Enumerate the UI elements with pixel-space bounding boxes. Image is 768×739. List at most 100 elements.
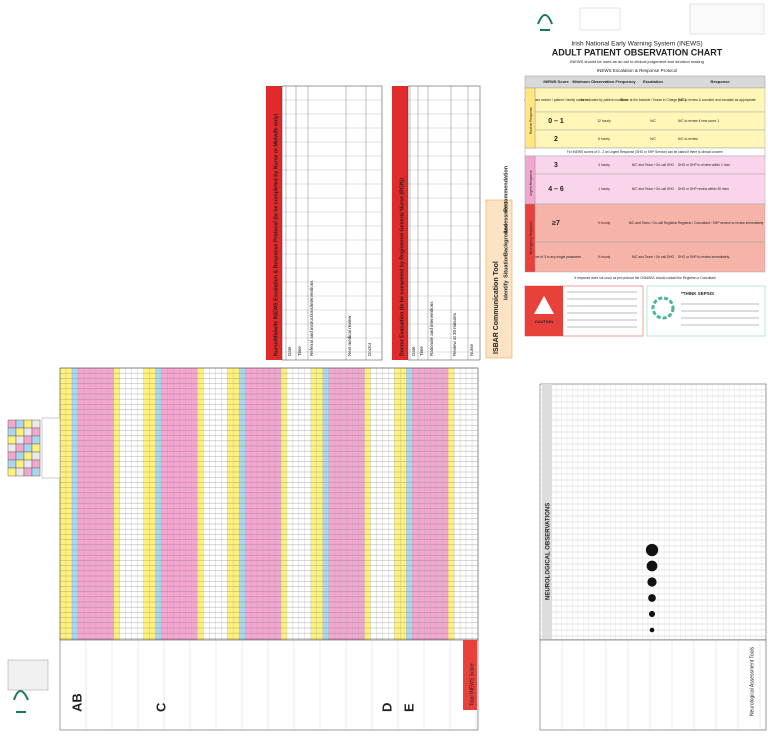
grid-stripe	[460, 368, 467, 640]
protocol-cell: N/C	[650, 137, 656, 141]
review-header	[392, 86, 408, 360]
protocol-cell: 4 – 6	[548, 186, 564, 193]
column-header: Rationale and interventions	[429, 301, 434, 356]
grid-stripe	[185, 368, 192, 640]
subtitle: INEWS should be used as an aid to clinic…	[570, 59, 704, 64]
grid-stripe	[334, 368, 341, 640]
protocol-cell: Nurse at the bedside / Nurse in Charge (…	[620, 98, 686, 102]
grid-stripe	[60, 368, 66, 640]
neuro-scale	[542, 384, 552, 640]
grid-stripe	[107, 368, 114, 640]
protocol-cell: ½ hourly	[598, 255, 611, 259]
column-header: Next medical review	[347, 315, 352, 356]
response-band	[524, 87, 536, 149]
column-header: Referral and instructions/interventions	[309, 280, 314, 356]
grid-stripe	[263, 368, 269, 640]
protocol-cell: N/C	[650, 119, 656, 123]
protocol-cell: ½ hourly	[598, 221, 611, 225]
grid-stripe	[227, 368, 234, 640]
grid-stripe	[89, 368, 96, 640]
pupil-size	[646, 560, 658, 572]
table-header-text: Response	[710, 79, 730, 84]
isbar-strip	[485, 199, 513, 359]
sticker-cell	[31, 451, 41, 461]
isbar-step: Background	[503, 224, 509, 256]
grid-stripe	[310, 368, 317, 640]
grid-stripe	[203, 368, 210, 640]
grid-stripe	[406, 368, 413, 640]
sticker-cell	[7, 451, 17, 461]
patient-label	[689, 3, 765, 35]
protocol-cell: 4 hourly	[598, 163, 610, 167]
table-title: INEWS Escalation & Response Protocol	[597, 68, 677, 73]
protocol-cell: 0 – 1	[548, 118, 564, 125]
protocol-row	[534, 203, 766, 243]
protocol-cell: 3	[554, 162, 558, 169]
sticker-cell	[15, 443, 25, 453]
sticker-cell	[23, 459, 33, 469]
escalation-grid	[281, 85, 383, 361]
grid-stripe	[388, 368, 395, 640]
grid-stripe	[149, 368, 156, 640]
label-band	[59, 639, 479, 731]
grid-stripe	[370, 368, 377, 640]
protocol-cell: ≥7	[552, 220, 560, 227]
sepsis-icon	[651, 296, 675, 320]
sticker-cell	[15, 467, 25, 477]
response-band	[524, 203, 536, 273]
protocol-cell: 1 hourly	[598, 187, 610, 191]
sticker-cell	[15, 427, 25, 437]
sticker-cell	[31, 459, 41, 469]
protocol-cell: N/C to review & consider and escalate as…	[678, 98, 756, 102]
logo	[13, 690, 29, 713]
grid-stripe	[125, 368, 132, 640]
isbar-step: Situation	[503, 254, 509, 278]
column-header: Nurse	[469, 343, 474, 356]
protocol-cell: N/C and Team / On-call Registrar	[629, 221, 678, 225]
grid-stripe	[77, 368, 84, 640]
grid-stripe	[346, 368, 353, 640]
grid-stripe	[101, 368, 108, 640]
grid-stripe	[71, 368, 78, 640]
grid-stripe	[466, 368, 473, 640]
patient-icons	[7, 659, 49, 691]
sepsis-title: *THINK SEPSIS	[681, 291, 714, 296]
chart-title: ADULT PATIENT OBSERVATION CHART	[552, 47, 723, 57]
table-header-text: INEWS Score	[543, 79, 569, 84]
protocol-cell: N/C and Team / On call SHO	[632, 255, 675, 259]
sticker-cell	[15, 459, 25, 469]
isbar-step: Identify	[503, 280, 509, 300]
protocol-cell: N/C and Team / On-call SHO	[632, 163, 675, 167]
grid-stripe	[95, 368, 102, 640]
grid-stripe	[215, 368, 222, 640]
sticker-cell	[15, 419, 25, 429]
partner-logo	[579, 7, 621, 31]
grid-stripe	[245, 368, 252, 640]
system-name: Irish National Early Warning System (INE…	[571, 41, 702, 48]
pupil-size	[648, 610, 656, 618]
protocol-cell: Healthcare worker / patient / family con…	[524, 98, 588, 102]
pupil-size	[645, 543, 659, 557]
grid-stripe	[83, 368, 90, 640]
protocol-cell: N/C to review	[678, 137, 698, 141]
protocol-cell: 12 hourly	[597, 119, 611, 123]
caution-icon	[534, 296, 554, 314]
grid-stripe	[173, 368, 180, 640]
grid-stripe	[364, 368, 371, 640]
pupil-size	[649, 627, 655, 633]
grid-stripe	[197, 368, 204, 640]
note: For INEWS scores of 0 - 2 an Urgent Resp…	[567, 150, 723, 154]
grid-stripe	[280, 368, 287, 640]
sticker-cell	[15, 451, 25, 461]
grid-stripe	[179, 368, 186, 640]
isbar-step: Recommendation	[503, 165, 509, 212]
sticker-cell	[23, 443, 33, 453]
pupil-size	[647, 577, 657, 587]
column-header: Doctor	[367, 342, 372, 356]
grid-stripe	[436, 368, 443, 640]
sticker-cell	[23, 435, 33, 445]
section-letter: E	[401, 703, 416, 712]
sticker-cell	[31, 467, 41, 477]
review-grid	[407, 85, 481, 361]
section-letter: D	[379, 703, 394, 712]
